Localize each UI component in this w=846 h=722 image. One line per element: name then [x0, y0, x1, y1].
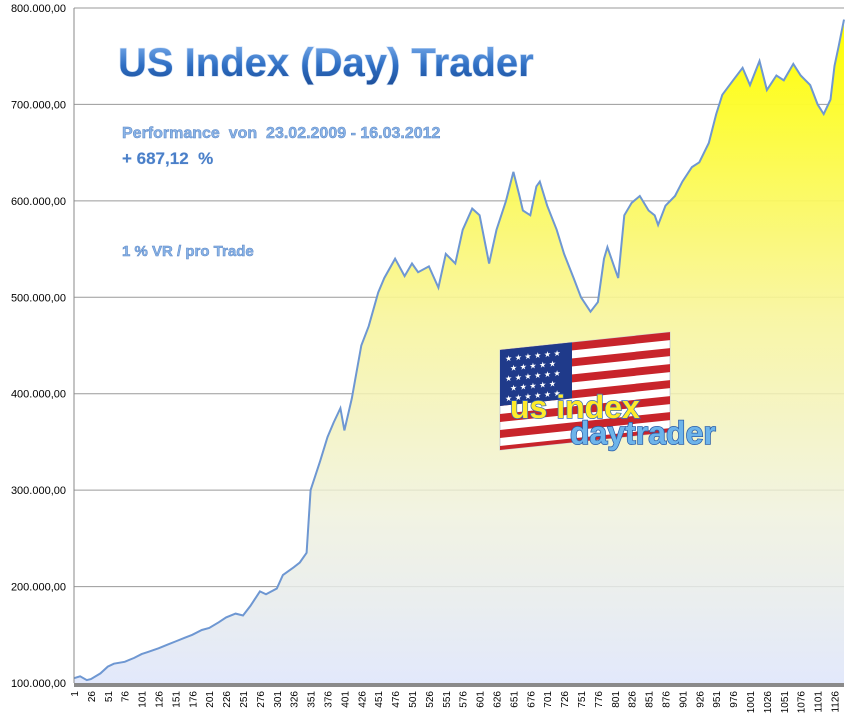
x-tick-label: 226 — [222, 691, 233, 708]
x-tick-label: 151 — [171, 691, 182, 708]
x-tick-label: 476 — [391, 691, 402, 708]
x-tick-label: 576 — [459, 691, 470, 708]
x-tick-label: 251 — [239, 691, 250, 708]
us-index-daytrader-logo: ★ ★ ★ ★ ★ ★ ★ ★ ★ ★ ★ ★ ★ ★ ★ ★ ★ ★ ★ ★ … — [499, 331, 717, 452]
chart-title: US Index (Day) Trader — [118, 41, 534, 85]
x-tick-label: 826 — [628, 691, 639, 708]
x-axis-ticks: 1 26 51 76 101 126 151 176 201 226 251 276 301 326 351… — [70, 691, 842, 714]
x-tick-label: 1 — [70, 691, 81, 697]
x-tick-label: 626 — [493, 691, 504, 708]
x-tick-label: 26 — [87, 691, 98, 703]
x-tick-label: 76 — [121, 691, 132, 703]
x-tick-label: 701 — [543, 691, 554, 708]
x-tick-label: 326 — [290, 691, 301, 708]
x-tick-label: 51 — [104, 691, 115, 703]
x-tick-label: 501 — [408, 691, 419, 708]
x-tick-label: 601 — [476, 691, 487, 708]
y-tick-label: 200.000,00 — [11, 582, 66, 594]
series-area-fill — [74, 19, 844, 684]
y-tick-label: 800.000,00 — [11, 3, 66, 15]
x-tick-label: 1051 — [780, 691, 791, 714]
y-tick-label: 700.000,00 — [11, 99, 66, 111]
return-value: + 687,12 % — [122, 149, 213, 168]
x-tick-label: 1076 — [797, 691, 808, 714]
x-tick-label: 651 — [509, 691, 520, 708]
x-tick-label: 976 — [729, 691, 740, 708]
x-tick-label: 901 — [678, 691, 689, 708]
x-tick-label: 126 — [155, 691, 166, 708]
logo-line2: daytrader — [570, 415, 716, 451]
x-tick-label: 551 — [442, 691, 453, 708]
x-tick-label: 401 — [340, 691, 351, 708]
risk-note: 1 % VR / pro Trade — [122, 243, 254, 260]
x-tick-label: 301 — [273, 691, 284, 708]
x-tick-label: 276 — [256, 691, 267, 708]
x-tick-label: 776 — [594, 691, 605, 708]
x-tick-label: 351 — [307, 691, 318, 708]
x-tick-label: 1026 — [763, 691, 774, 714]
y-tick-label: 400.000,00 — [11, 389, 66, 401]
series-line — [73, 19, 845, 682]
series-area — [73, 19, 845, 684]
y-tick-label: 500.000,00 — [11, 292, 66, 304]
x-tick-label: 726 — [560, 691, 571, 708]
x-tick-label: 176 — [188, 691, 199, 708]
x-tick-label: 1101 — [814, 691, 825, 713]
logo-line1: us index — [510, 389, 640, 425]
y-tick-label: 100.000,00 — [11, 678, 66, 690]
x-tick-label: 801 — [611, 691, 622, 708]
x-axis-bar — [74, 683, 844, 687]
performance-period: Performance von 23.02.2009 - 16.03.2012 — [122, 125, 441, 142]
x-tick-label: 1126 — [831, 691, 842, 713]
x-tick-label: 426 — [357, 691, 368, 708]
y-axis-ticks: 100.000,00 200.000,00 300.000,00 400.000,00… — [11, 3, 66, 690]
x-tick-label: 876 — [662, 691, 673, 708]
x-tick-label: 751 — [577, 691, 588, 708]
x-tick-label: 526 — [425, 691, 436, 708]
x-tick-label: 851 — [645, 691, 656, 708]
y-tick-label: 300.000,00 — [11, 485, 66, 497]
y-tick-label: 600.000,00 — [11, 196, 66, 208]
x-tick-label: 201 — [205, 691, 216, 708]
x-tick-label: 926 — [695, 691, 706, 708]
x-tick-label: 451 — [374, 691, 385, 708]
x-tick-label: 676 — [526, 691, 537, 708]
us-flag-icon: ★ ★ ★ ★ ★ ★ ★ ★ ★ ★ ★ ★ ★ ★ ★ ★ ★ ★ ★ ★ … — [499, 331, 671, 451]
x-tick-label: 376 — [324, 691, 335, 708]
x-tick-label: 101 — [138, 691, 149, 708]
x-tick-label: 951 — [712, 691, 723, 708]
x-tick-label: 1001 — [746, 691, 757, 714]
